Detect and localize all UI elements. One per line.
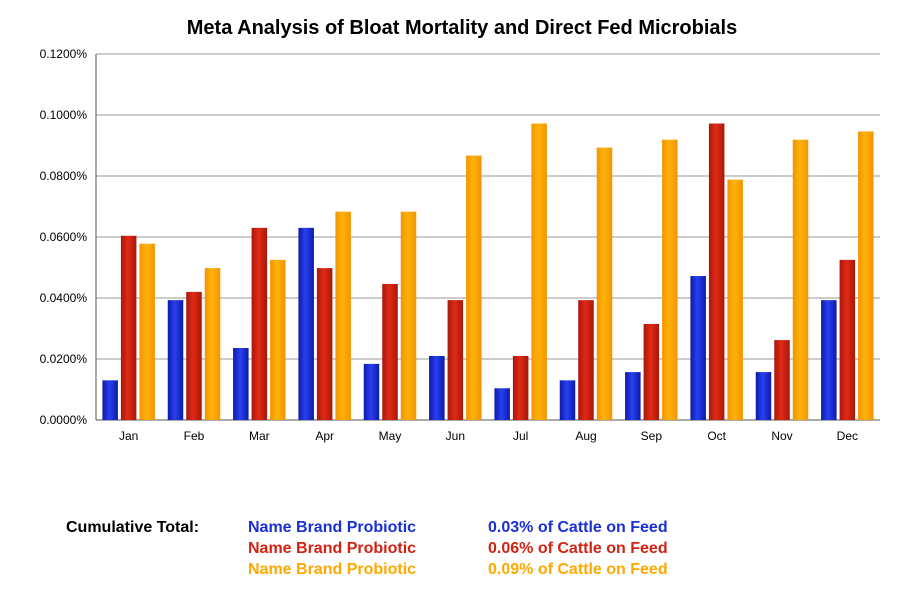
bar-dec-series-1: [821, 300, 837, 420]
x-tick-label: Feb: [184, 429, 205, 443]
bar-mar-series-1: [233, 348, 249, 420]
x-tick-label: Nov: [771, 429, 792, 443]
legend-row: Name Brand Probiotic 0.03% of Cattle on …: [0, 519, 908, 541]
bar-sep-series-1: [625, 372, 641, 420]
bar-jun-series-3: [466, 155, 482, 420]
chart-title: Meta Analysis of Bloat Mortality and Dir…: [187, 17, 737, 39]
y-tick-label: 0.0400%: [40, 291, 88, 305]
y-axis: 0.0000% 0.0200% 0.0400% 0.0600% 0.0800% 0.100…: [40, 47, 88, 427]
y-tick-label: 0.0000%: [40, 413, 88, 427]
bar-feb-series-2: [186, 291, 202, 420]
y-tick-label: 0.0200%: [40, 352, 88, 366]
bar-aug-series-3: [596, 147, 613, 420]
bar-jan-series-3: [139, 243, 155, 420]
x-tick-label: Oct: [707, 429, 726, 443]
bar-may-series-3: [400, 211, 417, 420]
legend-series-total: 0.09% of Cattle on Feed: [488, 561, 668, 578]
bar-mar-series-3: [270, 259, 286, 420]
legend: Cumulative Total: Name Brand Probiotic 0…: [0, 515, 908, 595]
legend-row: Name Brand Probiotic 0.09% of Cattle on …: [0, 561, 908, 583]
bar-apr-series-1: [298, 227, 314, 420]
bar-nov-series-3: [792, 139, 809, 420]
legend-series-name: Name Brand Probiotic: [248, 519, 417, 536]
legend-row: Name Brand Probiotic 0.06% of Cattle on …: [0, 540, 908, 562]
legend-series-name: Name Brand Probiotic: [248, 540, 417, 557]
bar-apr-series-3: [335, 211, 351, 420]
bar-oct-series-3: [727, 179, 743, 420]
x-tick-label: Sep: [641, 429, 663, 443]
x-tick-label: May: [379, 429, 402, 443]
y-tick-label: 0.0800%: [40, 169, 88, 183]
y-tick-label: 0.1200%: [40, 47, 88, 61]
x-tick-label: Mar: [249, 429, 270, 443]
bar-aug-series-1: [559, 380, 576, 420]
bar-dec-series-2: [839, 259, 856, 420]
bar-feb-series-1: [167, 300, 184, 420]
bar-oct-series-2: [708, 123, 725, 420]
legend-series-total: 0.06% of Cattle on Feed: [488, 540, 668, 557]
bar-jan-series-1: [102, 380, 118, 420]
bar-jul-series-3: [531, 123, 547, 420]
x-tick-label: Jul: [513, 429, 528, 443]
x-tick-label: Apr: [315, 429, 334, 443]
bar-nov-series-1: [755, 372, 772, 420]
y-tick-label: 0.0600%: [40, 230, 88, 244]
legend-series-total: 0.03% of Cattle on Feed: [488, 519, 668, 536]
legend-series-name: Name Brand Probiotic: [248, 561, 417, 578]
x-axis: Jan Feb Mar Apr May Jun Jul Aug Sep Oct Nov Dec: [119, 429, 858, 443]
x-tick-label: Dec: [837, 429, 858, 443]
bar-jul-series-2: [512, 355, 529, 420]
cumulative-total-label: Cumulative Total:: [66, 519, 200, 536]
bar-sep-series-3: [662, 139, 678, 420]
bar-may-series-1: [363, 363, 380, 420]
bar-jun-series-2: [447, 300, 464, 420]
bar-jul-series-1: [494, 388, 510, 420]
bar-jan-series-2: [120, 235, 137, 420]
grid-lines: [95, 53, 880, 421]
bar-dec-series-3: [858, 131, 874, 420]
bar-jun-series-1: [429, 355, 445, 420]
bar-chart: Meta Analysis of Bloat Mortality and Dir…: [40, 17, 880, 443]
bars: [102, 123, 874, 420]
bar-feb-series-3: [204, 268, 221, 420]
bar-aug-series-2: [578, 300, 594, 420]
bar-apr-series-2: [316, 268, 333, 420]
bar-oct-series-1: [690, 276, 706, 420]
x-tick-label: Aug: [575, 429, 596, 443]
x-tick-label: Jun: [446, 429, 465, 443]
x-tick-label: Jan: [119, 429, 138, 443]
bar-sep-series-2: [643, 323, 660, 420]
bar-nov-series-2: [774, 340, 790, 420]
bar-mar-series-2: [251, 227, 268, 420]
y-tick-label: 0.1000%: [40, 108, 88, 122]
bar-may-series-2: [382, 283, 398, 420]
